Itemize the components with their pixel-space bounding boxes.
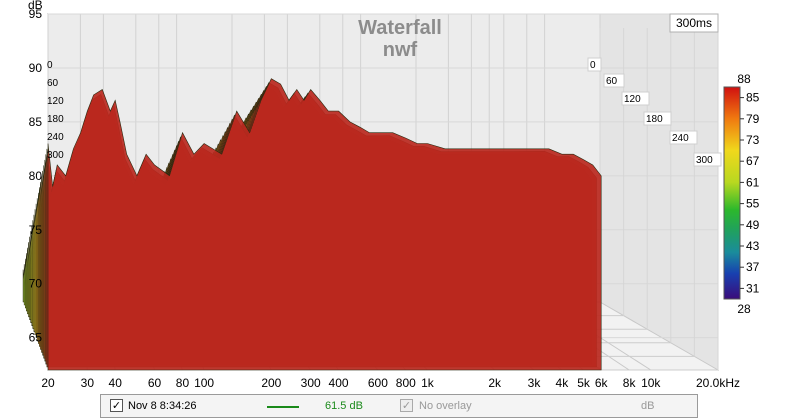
time-axis-left: 0 60 120 180 240 300 bbox=[47, 60, 64, 161]
level-readout: 61.5 dB bbox=[325, 400, 363, 412]
x-tick-label: 4k bbox=[556, 376, 570, 390]
x-tick-label: 30 bbox=[81, 376, 95, 390]
x-tick-label: 1k bbox=[421, 376, 435, 390]
x-tick-label: 60 bbox=[148, 376, 162, 390]
time-tick-right: 120 bbox=[624, 94, 641, 105]
x-tick-label: 3k bbox=[528, 376, 542, 390]
x-tick-label: 80 bbox=[176, 376, 190, 390]
time-window-label: 300ms bbox=[676, 16, 712, 30]
x-tick-label: 300 bbox=[301, 376, 321, 390]
time-axis-right: 0 60 120 180 240 300 bbox=[587, 57, 722, 167]
colorbar-tick-label: 43 bbox=[746, 239, 760, 253]
overlay-label: No overlay bbox=[419, 400, 472, 412]
x-tick-label: 100 bbox=[194, 376, 214, 390]
time-tick-right: 60 bbox=[606, 76, 618, 87]
time-tick-box bbox=[603, 73, 625, 88]
y-tick-label: 90 bbox=[29, 61, 43, 75]
status-bar: ✓ Nov 8 8:34:26 61.5 dB ✓ No overlay dB bbox=[100, 394, 698, 418]
colorbar-tick-label: 85 bbox=[746, 91, 760, 105]
colorbar-tick-label: 49 bbox=[746, 218, 760, 232]
colorbar-tick-label: 37 bbox=[746, 260, 760, 274]
x-tick-label: 400 bbox=[329, 376, 349, 390]
time-tick-box bbox=[643, 111, 672, 126]
colorbar-tick-label: 61 bbox=[746, 175, 760, 189]
overlay-checkbox[interactable]: ✓ bbox=[400, 399, 413, 412]
y-tick-label: 75 bbox=[29, 223, 43, 237]
colorbar-tick-label: 73 bbox=[746, 133, 760, 147]
time-tick-box bbox=[621, 91, 650, 106]
time-tick-left: 120 bbox=[47, 96, 64, 107]
time-tick-box bbox=[669, 130, 698, 145]
time-tick-right: 180 bbox=[646, 114, 663, 125]
x-tick-label: 200 bbox=[261, 376, 281, 390]
time-tick-left: 0 bbox=[47, 60, 53, 71]
waterfall-slices bbox=[22, 78, 602, 371]
x-tick-label: 800 bbox=[396, 376, 416, 390]
time-tick-right: 300 bbox=[696, 155, 713, 166]
time-tick-left: 300 bbox=[47, 150, 64, 161]
time-tick-left: 60 bbox=[47, 78, 59, 89]
colorbar-tick-label: 31 bbox=[746, 281, 760, 295]
y-tick-label: 65 bbox=[29, 331, 43, 345]
y-unit-label: dB bbox=[28, 0, 43, 12]
measurement-checkbox[interactable]: ✓ bbox=[110, 399, 123, 412]
time-tick-right: 0 bbox=[590, 60, 596, 71]
trace-line-swatch bbox=[267, 406, 299, 408]
colorbar-tick-label: 67 bbox=[746, 154, 760, 168]
y-tick-label: 95 bbox=[29, 7, 43, 21]
x-tick-label: 20 bbox=[41, 376, 55, 390]
x-tick-label: 600 bbox=[368, 376, 388, 390]
time-tick-box bbox=[693, 152, 722, 167]
x-axis-ticks: 20 30 40 60 80 100 200 300 400 600 800 1k 2k 3k 4k 5k 6k… bbox=[41, 376, 740, 390]
time-tick-left: 240 bbox=[47, 132, 64, 143]
colorbar-ticks: 85 79 73 67 61 55 49 43 37 31 bbox=[740, 91, 760, 295]
x-tick-label: 6k bbox=[595, 376, 609, 390]
y-tick-label: 70 bbox=[29, 277, 43, 291]
x-tick-label: 8k bbox=[623, 376, 637, 390]
measurement-label: Nov 8 8:34:26 bbox=[128, 400, 197, 412]
y-tick-label: 85 bbox=[29, 115, 43, 129]
x-tick-label: 10k bbox=[641, 376, 661, 390]
colorbar-tick-label: 79 bbox=[746, 112, 760, 126]
time-tick-box bbox=[587, 57, 602, 72]
time-tick-left: 180 bbox=[47, 114, 64, 125]
x-tick-label: 40 bbox=[109, 376, 123, 390]
chart-title: Waterfall bbox=[358, 17, 442, 39]
colorbar-tick-label: 55 bbox=[746, 197, 760, 211]
colorbar-max-label: 88 bbox=[737, 72, 751, 86]
colorbar bbox=[723, 86, 741, 300]
y-axis-ticks: 95 90 85 80 75 70 65 bbox=[29, 7, 43, 345]
colorbar-min-label: 28 bbox=[737, 302, 751, 316]
overlay-unit: dB bbox=[641, 400, 655, 412]
time-window-box bbox=[669, 13, 719, 33]
x-tick-label: 20.0kHz bbox=[696, 376, 740, 390]
x-tick-label: 5k bbox=[577, 376, 591, 390]
y-tick-label: 80 bbox=[29, 169, 43, 183]
floor-grid-line bbox=[599, 301, 719, 371]
time-tick-right: 240 bbox=[672, 133, 689, 144]
x-tick-label: 2k bbox=[488, 376, 502, 390]
waterfall-slice bbox=[47, 78, 602, 371]
chart-subtitle: nwf bbox=[383, 39, 418, 61]
